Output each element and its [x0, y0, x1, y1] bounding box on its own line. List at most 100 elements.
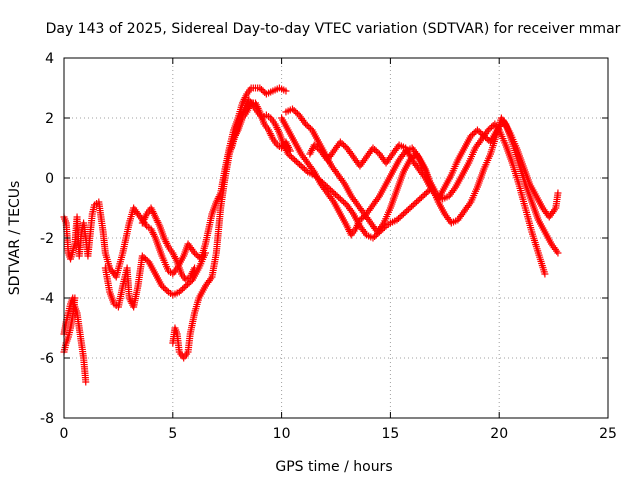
data-point: [259, 87, 267, 95]
y-axis-label: SDTVAR / TECUs: [7, 181, 23, 296]
data-point: [393, 216, 401, 224]
data-point: [473, 126, 481, 134]
x-tick-label: 0: [60, 426, 69, 442]
data-point: [356, 216, 364, 224]
data-point: [194, 252, 202, 260]
data-point: [406, 204, 414, 212]
data-point: [287, 153, 295, 161]
data-point: [416, 195, 424, 203]
y-tick-label: -2: [40, 231, 54, 247]
data-point: [302, 120, 310, 128]
y-tick-label: 4: [45, 51, 54, 67]
data-point: [71, 294, 79, 302]
x-tick-label: 20: [490, 426, 508, 442]
data-point: [296, 161, 304, 168]
y-tick-label: -8: [40, 411, 54, 427]
data-point: [191, 264, 199, 272]
data-point: [284, 150, 292, 158]
series-track-10: [306, 117, 562, 221]
data-point: [369, 234, 377, 242]
data-point: [336, 195, 344, 203]
data-point: [290, 107, 298, 114]
axis-ticks: 0 5 10 15 20 25 -8 -6 -4 -2 0 2 4: [40, 51, 617, 442]
data-point: [327, 186, 335, 194]
x-tick-label: 15: [381, 426, 399, 442]
data-point: [180, 284, 188, 291]
data-point: [140, 254, 148, 261]
data-point: [293, 110, 301, 117]
data-point: [82, 378, 90, 386]
y-tick-label: -6: [40, 351, 54, 367]
data-point: [185, 279, 193, 287]
data-point: [340, 198, 348, 206]
data-point: [182, 282, 190, 290]
y-tick-label: -4: [40, 291, 54, 307]
data-point: [300, 165, 308, 173]
data-point: [292, 158, 300, 165]
data-point: [469, 131, 477, 138]
data-point: [478, 131, 486, 138]
data-point: [303, 122, 311, 129]
data-point: [371, 233, 379, 240]
data-point: [554, 249, 562, 257]
data-point: [201, 249, 209, 257]
data-point: [338, 197, 346, 204]
data-point: [256, 84, 264, 92]
data-point: [142, 255, 150, 263]
data-series: [60, 84, 562, 386]
data-point: [292, 108, 300, 116]
data-point: [282, 87, 290, 95]
data-point: [341, 200, 349, 207]
data-point: [488, 123, 496, 131]
data-point: [160, 284, 168, 291]
data-point: [328, 188, 336, 195]
series-track-7: [228, 96, 434, 242]
data-point: [177, 287, 185, 294]
data-point: [312, 143, 320, 150]
data-point: [302, 167, 310, 174]
data-point: [183, 281, 191, 288]
data-point: [396, 213, 404, 221]
series-track-5: [138, 204, 199, 284]
data-point: [305, 123, 313, 131]
data-point: [341, 143, 349, 150]
data-point: [541, 270, 549, 278]
data-point: [413, 198, 421, 206]
data-point: [257, 86, 265, 93]
data-point: [158, 282, 166, 290]
data-point: [417, 194, 425, 201]
data-point: [163, 287, 171, 294]
data-point: [297, 162, 305, 170]
x-tick-label: 25: [599, 426, 617, 442]
data-point: [289, 155, 297, 162]
gridlines: [64, 58, 608, 418]
chart-title: Day 143 of 2025, Sidereal Day-to-day VTE…: [46, 21, 621, 37]
y-tick-label: 0: [45, 171, 54, 187]
data-point: [338, 140, 346, 147]
data-point: [395, 215, 403, 222]
data-point: [288, 105, 296, 113]
series-track-6: [169, 99, 294, 362]
data-point: [467, 132, 475, 140]
y-tick-label: 2: [45, 111, 54, 127]
data-point: [399, 210, 407, 218]
data-point: [372, 147, 380, 155]
series-track-4: [101, 249, 209, 311]
data-point: [331, 191, 339, 198]
series-track-1: [60, 84, 290, 281]
data-point: [286, 152, 294, 159]
data-point: [371, 146, 379, 153]
data-point: [336, 138, 344, 146]
data-point: [470, 129, 478, 137]
data-point: [475, 128, 483, 135]
data-point: [422, 189, 430, 197]
data-point: [401, 209, 409, 216]
data-point: [484, 126, 492, 134]
data-point: [403, 207, 411, 215]
data-point: [335, 194, 343, 201]
x-axis-label: GPS time / hours: [275, 459, 392, 475]
data-point: [358, 215, 366, 222]
data-point: [192, 251, 200, 258]
data-point: [161, 285, 169, 293]
